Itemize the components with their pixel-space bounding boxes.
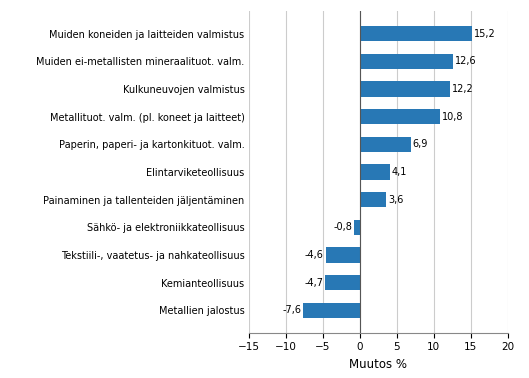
Bar xyxy=(354,220,360,235)
Text: 6,9: 6,9 xyxy=(413,139,428,149)
Text: -4,7: -4,7 xyxy=(304,278,323,288)
Text: 10,8: 10,8 xyxy=(442,112,463,122)
Text: -0,8: -0,8 xyxy=(333,222,352,232)
Bar xyxy=(360,109,440,124)
Bar xyxy=(304,303,360,318)
X-axis label: Muutos %: Muutos % xyxy=(349,358,407,371)
Text: 12,6: 12,6 xyxy=(455,56,477,66)
Bar xyxy=(360,54,453,69)
Bar xyxy=(325,275,360,290)
Text: 15,2: 15,2 xyxy=(474,29,496,39)
Text: 3,6: 3,6 xyxy=(388,195,404,204)
Text: 4,1: 4,1 xyxy=(392,167,407,177)
Bar xyxy=(360,192,386,207)
Bar xyxy=(326,248,360,263)
Text: -4,6: -4,6 xyxy=(305,250,324,260)
Bar xyxy=(360,137,411,152)
Bar xyxy=(360,81,450,96)
Bar xyxy=(360,26,472,41)
Bar xyxy=(360,164,390,180)
Text: -7,6: -7,6 xyxy=(282,305,302,315)
Text: 12,2: 12,2 xyxy=(452,84,473,94)
